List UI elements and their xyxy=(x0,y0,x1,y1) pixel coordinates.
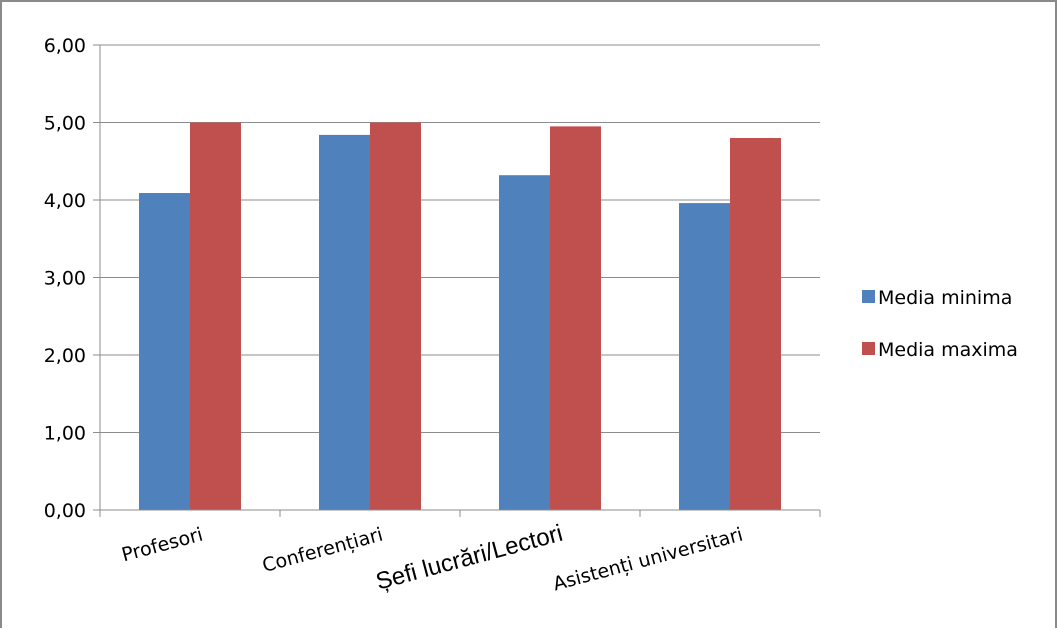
legend-label: Media minima xyxy=(878,287,1012,309)
legend-swatch xyxy=(862,290,875,303)
legend-label: Media maxima xyxy=(878,339,1018,361)
bar-media-minima-1 xyxy=(319,134,370,510)
y-tick-label: 0,00 xyxy=(44,500,86,522)
bar-media-minima-0 xyxy=(139,193,190,510)
x-tick-label: Profesori xyxy=(119,524,205,567)
y-axis-tick-labels: 0,00 1,00 2,00 3,00 4,00 5,00 6,00 xyxy=(44,35,86,522)
y-tick-label: 3,00 xyxy=(44,268,86,290)
bar-media-maxima-0 xyxy=(190,122,241,510)
bar-media-maxima-3 xyxy=(730,138,781,510)
x-tick-label: Șefi lucrări/Lectori xyxy=(373,520,566,596)
y-tick-label: 4,00 xyxy=(44,190,86,212)
y-tick-label: 6,00 xyxy=(44,35,86,57)
x-tick-label: Conferențiari xyxy=(260,524,385,577)
bar-media-minima-2 xyxy=(499,175,550,510)
y-tick-label: 1,00 xyxy=(44,423,86,445)
legend: Media minima Media maxima xyxy=(862,287,1018,361)
axes xyxy=(99,45,821,517)
bar-media-minima-3 xyxy=(679,203,730,510)
y-tick-label: 5,00 xyxy=(44,113,86,135)
y-tick-label: 2,00 xyxy=(44,345,86,367)
x-tick-label: Asistenți universitari xyxy=(551,524,746,596)
bar-media-maxima-1 xyxy=(370,122,421,510)
legend-swatch xyxy=(862,342,875,355)
bar-media-maxima-2 xyxy=(550,126,601,510)
bars xyxy=(139,122,781,510)
